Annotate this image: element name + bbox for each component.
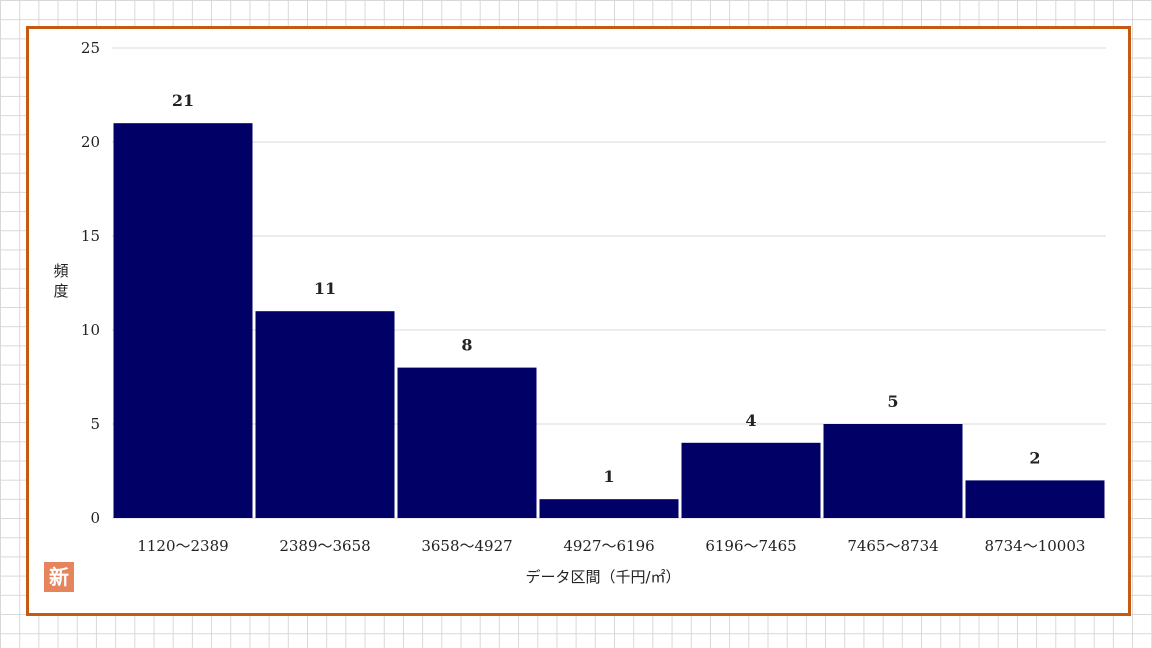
bar xyxy=(255,311,395,518)
bar xyxy=(397,367,537,518)
y-tick-label: 5 xyxy=(90,415,100,433)
x-tick-label: 7465～8734 xyxy=(847,537,938,555)
x-tick-label: 4927～6196 xyxy=(563,537,654,555)
y-tick-label: 25 xyxy=(81,39,100,57)
bar-value-label: 5 xyxy=(887,392,898,411)
x-tick-label: 3658～4927 xyxy=(421,537,512,555)
bar-value-label: 2 xyxy=(1029,448,1040,467)
y-axis-title: 頻度 xyxy=(53,262,68,300)
y-tick-label: 10 xyxy=(81,321,100,339)
bar xyxy=(539,499,679,518)
bar-value-label: 8 xyxy=(461,336,472,355)
y-tick-label: 0 xyxy=(90,509,100,527)
bar-value-label: 1 xyxy=(603,467,614,486)
x-axis-title: データ区間（千円/㎡） xyxy=(525,568,680,586)
bar xyxy=(113,123,253,518)
bar-value-label: 11 xyxy=(314,279,336,298)
x-tick-label: 2389～3658 xyxy=(279,537,370,555)
y-tick-label: 20 xyxy=(81,133,100,151)
bar xyxy=(965,480,1105,518)
bars xyxy=(113,123,1105,518)
data-labels: 21 11 8 1 4 5 2 xyxy=(172,91,1041,486)
bar-value-label: 4 xyxy=(745,411,756,430)
y-axis-ticks: 0 5 10 15 20 25 xyxy=(81,39,100,527)
y-tick-label: 15 xyxy=(81,227,100,245)
bar xyxy=(681,442,821,518)
bar-value-label: 21 xyxy=(172,91,194,110)
x-tick-label: 6196～7465 xyxy=(705,537,796,555)
x-tick-label: 8734～10003 xyxy=(985,537,1086,555)
x-tick-label: 1120～2389 xyxy=(137,537,228,555)
new-badge-icon: 新 xyxy=(44,562,74,592)
bar xyxy=(823,424,963,518)
x-axis-ticks: 1120～2389 2389～3658 3658～4927 4927～6196 6196… xyxy=(137,537,1085,555)
